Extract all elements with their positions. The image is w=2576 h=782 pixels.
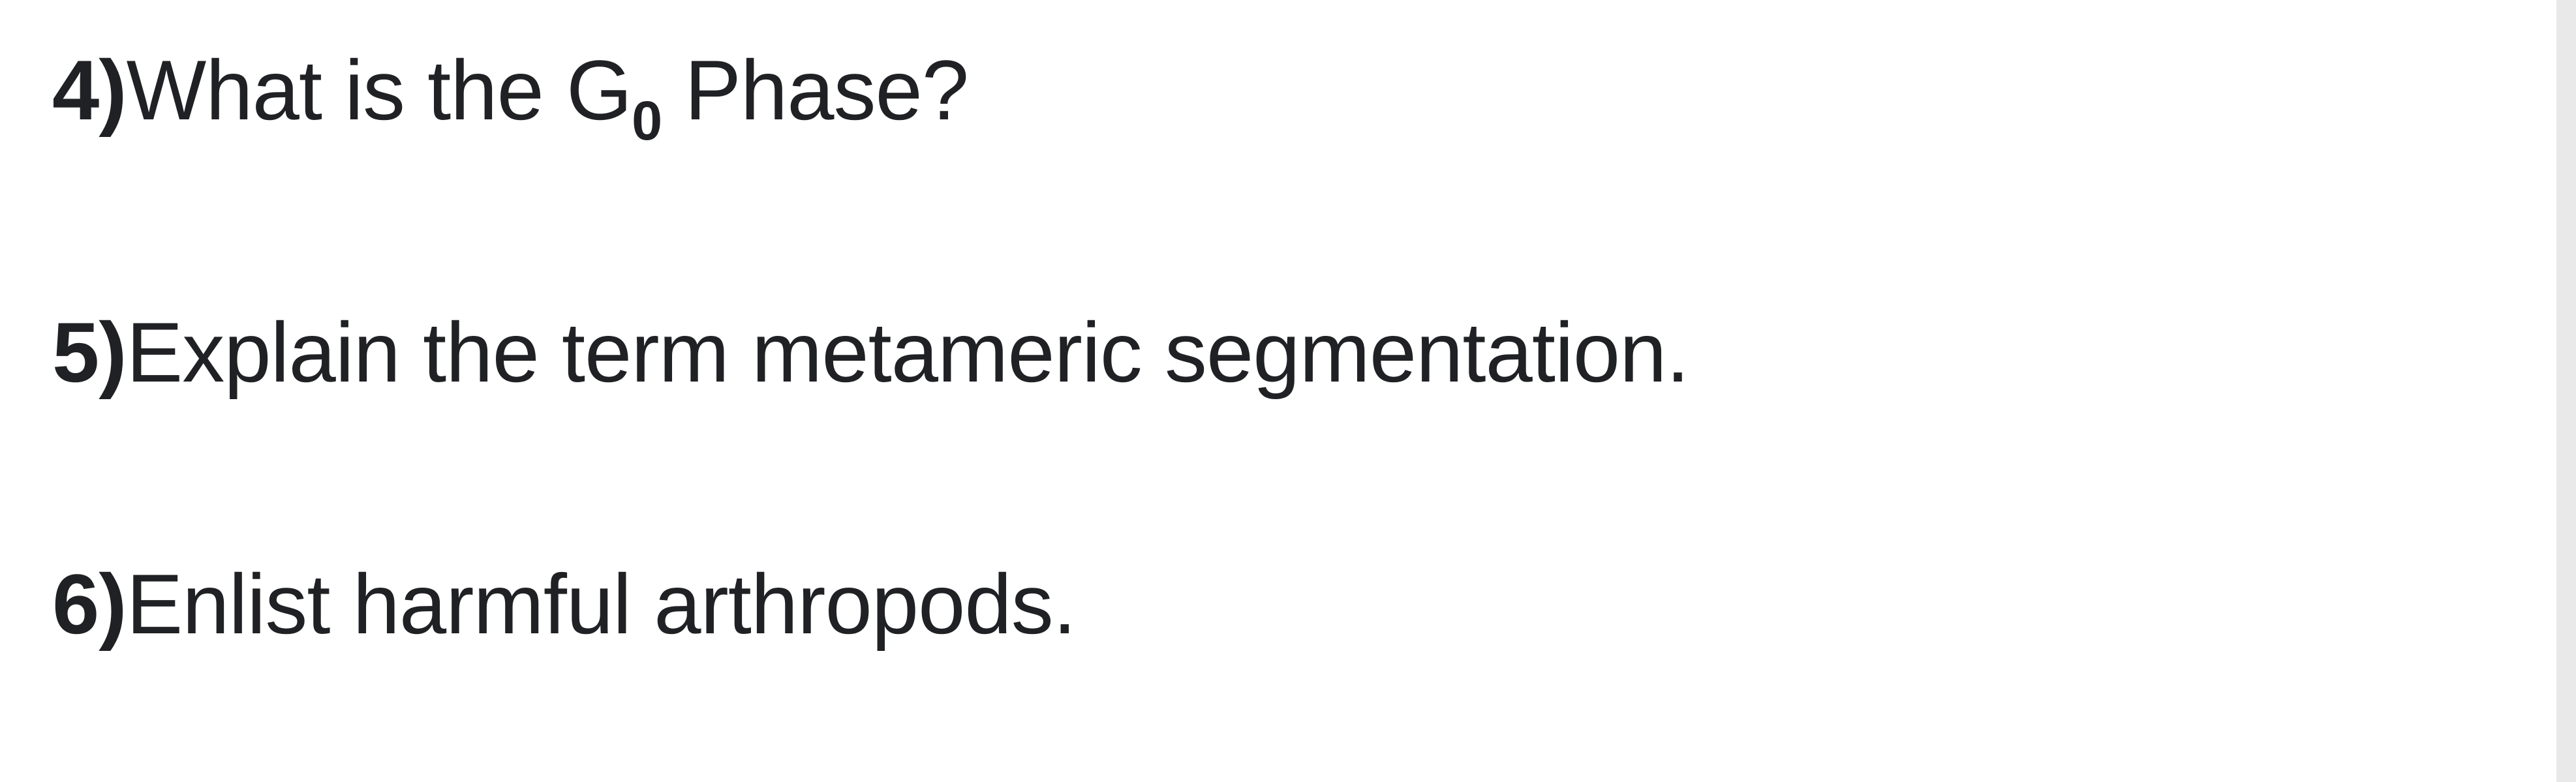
- document-page: 4)What is the G0 Phase? 5)Explain the te…: [0, 0, 2576, 782]
- question-number: 4): [52, 42, 127, 138]
- scrollbar[interactable]: [2556, 0, 2576, 782]
- question-number: 6): [52, 556, 127, 652]
- question-5: 5)Explain the term metameric segmentatio…: [52, 301, 2524, 403]
- question-6: 6)Enlist harmful arthropods.: [52, 553, 2524, 655]
- question-4: 4)What is the G0 Phase?: [52, 39, 2524, 151]
- question-text-prefix: What is the G: [127, 42, 632, 138]
- question-text-suffix: Phase?: [662, 42, 968, 138]
- question-text: Enlist harmful arthropods.: [127, 556, 1076, 652]
- question-number: 5): [52, 305, 127, 400]
- question-text: Explain the term metameric segmentation.: [127, 305, 1689, 400]
- subscript: 0: [632, 90, 662, 151]
